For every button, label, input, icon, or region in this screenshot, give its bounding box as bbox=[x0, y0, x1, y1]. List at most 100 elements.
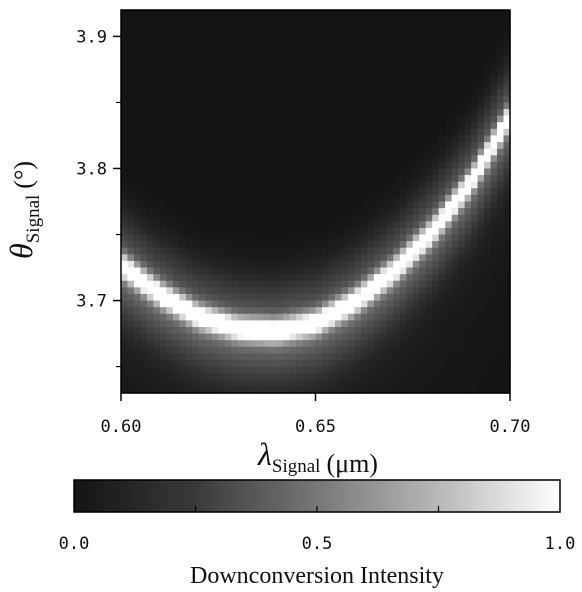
heatmap-cell bbox=[432, 148, 440, 156]
heatmap-cell bbox=[146, 49, 155, 57]
x-tick-label: 0.60 bbox=[101, 417, 142, 437]
heatmap-cell bbox=[432, 201, 440, 209]
heatmap-cell bbox=[283, 287, 291, 295]
heatmap-cell bbox=[166, 36, 174, 44]
heatmap-cell bbox=[315, 148, 323, 156]
heatmap-cell bbox=[302, 194, 310, 203]
heatmap-cell bbox=[140, 69, 148, 77]
heatmap-cell bbox=[360, 208, 368, 216]
heatmap-cell bbox=[464, 29, 472, 38]
heatmap-cell bbox=[146, 300, 155, 308]
heatmap-cell bbox=[373, 29, 381, 38]
heatmap-cell bbox=[315, 135, 323, 143]
heatmap-cell bbox=[205, 287, 213, 295]
heatmap-cell bbox=[146, 89, 155, 97]
heatmap-cell bbox=[399, 168, 407, 176]
heatmap-cell bbox=[153, 366, 161, 374]
heatmap-cell bbox=[445, 287, 453, 295]
heatmap-cell bbox=[380, 128, 388, 137]
heatmap-cell bbox=[321, 234, 330, 242]
heatmap-cell bbox=[289, 208, 297, 216]
heatmap-cell bbox=[399, 260, 407, 269]
heatmap-cell bbox=[341, 280, 349, 288]
heatmap-cell bbox=[153, 280, 161, 288]
heatmap-cell bbox=[146, 128, 155, 137]
heatmap-cell bbox=[471, 168, 479, 176]
heatmap-cell bbox=[354, 353, 362, 361]
heatmap-cell bbox=[205, 320, 213, 328]
heatmap-cell bbox=[432, 280, 440, 288]
heatmap-cell bbox=[458, 313, 466, 321]
heatmap-cell bbox=[367, 386, 375, 394]
heatmap-cell bbox=[432, 313, 440, 321]
heatmap-cell bbox=[497, 280, 505, 288]
heatmap-cell bbox=[198, 76, 206, 84]
heatmap-cell bbox=[328, 43, 336, 51]
heatmap-cell bbox=[146, 373, 155, 381]
heatmap-cell bbox=[127, 346, 135, 354]
heatmap-cell bbox=[192, 36, 200, 44]
heatmap-cell bbox=[328, 300, 336, 308]
heatmap-cell bbox=[205, 155, 213, 163]
heatmap-cell bbox=[464, 373, 472, 381]
heatmap-cell bbox=[121, 214, 129, 222]
heatmap-cell bbox=[192, 43, 200, 51]
heatmap-cell bbox=[231, 135, 239, 143]
heatmap-cell bbox=[198, 287, 206, 295]
heatmap-cell bbox=[218, 128, 226, 137]
heatmap-cell bbox=[393, 82, 401, 90]
heatmap-cell bbox=[185, 142, 193, 150]
heatmap-cell bbox=[218, 359, 226, 368]
heatmap-cell bbox=[360, 10, 368, 18]
heatmap-cell bbox=[393, 300, 401, 308]
heatmap-cell bbox=[270, 214, 278, 222]
heatmap-cell bbox=[399, 208, 407, 216]
heatmap-cell bbox=[380, 274, 388, 282]
heatmap-cell bbox=[302, 128, 310, 137]
heatmap-cell bbox=[380, 366, 388, 374]
heatmap-cell bbox=[218, 227, 226, 236]
heatmap-cell bbox=[153, 188, 161, 196]
heatmap-cell bbox=[347, 340, 355, 348]
heatmap-cell bbox=[302, 221, 310, 229]
heatmap-cell bbox=[341, 148, 349, 156]
heatmap-cell bbox=[432, 300, 440, 308]
heatmap-cell bbox=[380, 247, 388, 255]
heatmap-cell bbox=[302, 62, 310, 71]
heatmap-cell bbox=[270, 274, 278, 282]
heatmap-cell bbox=[406, 227, 414, 236]
heatmap-cell bbox=[497, 161, 505, 170]
heatmap-cell bbox=[380, 36, 388, 44]
heatmap-cell bbox=[497, 274, 505, 282]
heatmap-cell bbox=[393, 254, 401, 262]
heatmap-cell bbox=[283, 333, 291, 341]
heatmap-cell bbox=[321, 122, 330, 130]
heatmap-cell bbox=[121, 128, 129, 137]
heatmap-cell bbox=[224, 214, 232, 222]
heatmap-cell bbox=[133, 168, 142, 176]
heatmap-cell bbox=[367, 10, 375, 18]
heatmap-cell bbox=[198, 188, 206, 196]
heatmap-cell bbox=[283, 23, 291, 31]
heatmap-cell bbox=[198, 36, 206, 44]
heatmap-cell bbox=[341, 293, 349, 302]
heatmap-cell bbox=[321, 148, 330, 156]
heatmap-cell bbox=[211, 56, 219, 64]
heatmap-cell bbox=[412, 346, 420, 354]
heatmap-cell bbox=[484, 326, 492, 335]
heatmap-cell bbox=[231, 221, 239, 229]
heatmap-cell bbox=[477, 293, 485, 302]
heatmap-cell bbox=[399, 36, 407, 44]
heatmap-cell bbox=[218, 62, 226, 71]
heatmap-cell bbox=[166, 293, 174, 302]
heatmap-cell bbox=[490, 359, 498, 368]
heatmap-cell bbox=[471, 313, 479, 321]
heatmap-cell bbox=[121, 89, 129, 97]
heatmap-cell bbox=[127, 340, 135, 348]
heatmap-cell bbox=[198, 254, 206, 262]
heatmap-cell bbox=[458, 326, 466, 335]
heatmap-cell bbox=[257, 175, 265, 183]
heatmap-cell bbox=[166, 247, 174, 255]
heatmap-cell bbox=[205, 175, 213, 183]
heatmap-cell bbox=[321, 36, 330, 44]
